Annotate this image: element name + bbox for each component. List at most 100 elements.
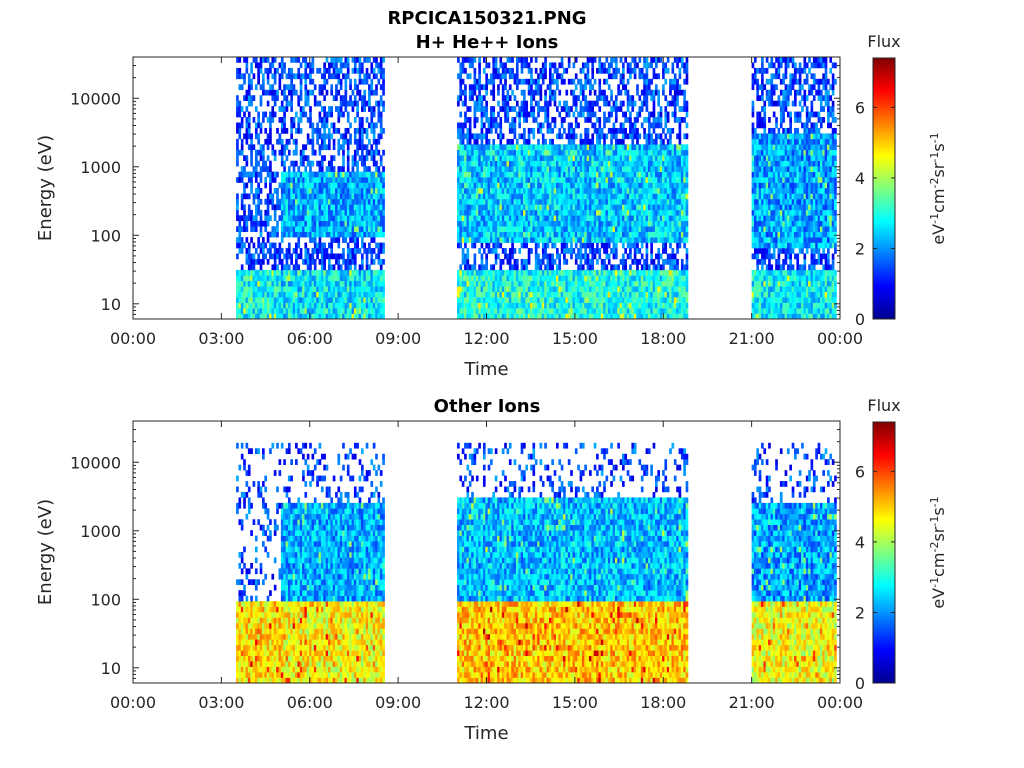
- flux-cell: [264, 138, 268, 145]
- flux-cell: [377, 193, 381, 200]
- flux-cell: [612, 160, 616, 167]
- flux-cell: [508, 209, 512, 216]
- flux-cell: [490, 182, 493, 189]
- flux-cell: [377, 226, 381, 232]
- flux-cell: [269, 138, 272, 145]
- flux-cell: [257, 67, 260, 74]
- flux-cell: [353, 57, 357, 63]
- flux-cell: [570, 280, 573, 287]
- flux-cell: [377, 308, 381, 314]
- flux-cell: [612, 297, 616, 303]
- flux-cell: [257, 258, 260, 265]
- flux-cell: [511, 171, 514, 178]
- flux-cell: [247, 133, 251, 140]
- flux-cell: [499, 171, 503, 178]
- flux-cell: [593, 302, 597, 309]
- flux-cell: [257, 149, 260, 156]
- flux-cell: [492, 188, 496, 194]
- flux-cell: [337, 313, 341, 319]
- flux-cell: [506, 117, 510, 123]
- flux-cell: [581, 302, 585, 309]
- flux-cell: [349, 188, 352, 194]
- flux-cell: [346, 188, 350, 194]
- flux-cell: [556, 302, 559, 309]
- flux-cell: [311, 62, 315, 69]
- flux-cell: [565, 215, 569, 222]
- flux-cell: [337, 280, 341, 287]
- flux-cell: [278, 280, 282, 287]
- flux-cell: [283, 308, 286, 314]
- flux-cell: [581, 160, 585, 167]
- flux-cell: [276, 302, 279, 309]
- flux-cell: [473, 166, 477, 172]
- flux-cell: [344, 78, 348, 85]
- flux-cell: [316, 242, 319, 249]
- flux-cell: [257, 117, 260, 123]
- flux-cell: [614, 127, 618, 134]
- flux-cell: [372, 280, 376, 287]
- flux-cell: [556, 280, 559, 287]
- flux-cell: [478, 100, 481, 107]
- flux-cell: [372, 127, 376, 134]
- flux-cell: [316, 280, 319, 287]
- flux-cell: [349, 177, 352, 183]
- flux-cell: [551, 95, 554, 101]
- flux-cell: [264, 297, 268, 303]
- flux-cell: [563, 308, 566, 314]
- flux-cell: [572, 155, 576, 162]
- flux-cell: [271, 111, 275, 118]
- flux-cell: [339, 269, 343, 276]
- flux-cell: [501, 302, 505, 309]
- flux-cell: [306, 171, 310, 178]
- flux-cell: [565, 220, 569, 227]
- flux-cell: [593, 155, 597, 162]
- flux-cell: [603, 111, 606, 118]
- flux-cell: [471, 220, 474, 227]
- flux-cell: [466, 280, 470, 287]
- flux-cell: [311, 220, 315, 227]
- flux-cell: [515, 138, 519, 145]
- flux-cell: [311, 198, 315, 205]
- flux-cell: [337, 127, 341, 134]
- flux-cell: [563, 237, 566, 243]
- flux-cell: [372, 204, 376, 211]
- flux-cell: [584, 95, 587, 101]
- flux-cell: [499, 155, 503, 162]
- flux-cell: [626, 160, 630, 167]
- flux-cell: [471, 171, 474, 178]
- flux-cell: [351, 275, 355, 282]
- flux-cell: [363, 160, 367, 167]
- flux-cell: [506, 297, 510, 303]
- flux-cell: [534, 253, 538, 260]
- flux-cell: [361, 193, 364, 200]
- flux-cell: [539, 188, 543, 194]
- flux-cell: [361, 242, 364, 249]
- flux-cell: [356, 313, 359, 319]
- flux-cell: [382, 100, 385, 107]
- flux-cell: [591, 198, 595, 205]
- flux-cell: [273, 171, 277, 178]
- flux-cell: [497, 177, 500, 183]
- flux-cell: [332, 280, 336, 287]
- flux-cell: [370, 155, 374, 162]
- flux-cell: [544, 177, 547, 183]
- flux-cell: [551, 193, 554, 200]
- flux-cell: [262, 144, 265, 151]
- flux-cell: [353, 275, 357, 282]
- flux-cell: [283, 127, 286, 134]
- flux-cell: [297, 226, 301, 232]
- flux-cell: [494, 144, 498, 151]
- flux-cell: [591, 188, 595, 194]
- flux-cell: [297, 286, 301, 293]
- flux-cell: [497, 144, 500, 151]
- flux-cell: [506, 89, 510, 96]
- flux-cell: [351, 248, 355, 254]
- flux-cell: [525, 188, 529, 194]
- flux-cell: [579, 171, 583, 178]
- flux-cell: [377, 166, 381, 172]
- flux-cell: [598, 177, 602, 183]
- flux-cell: [480, 269, 484, 276]
- flux-cell: [593, 188, 597, 194]
- flux-cell: [273, 275, 277, 282]
- flux-cell: [269, 171, 272, 178]
